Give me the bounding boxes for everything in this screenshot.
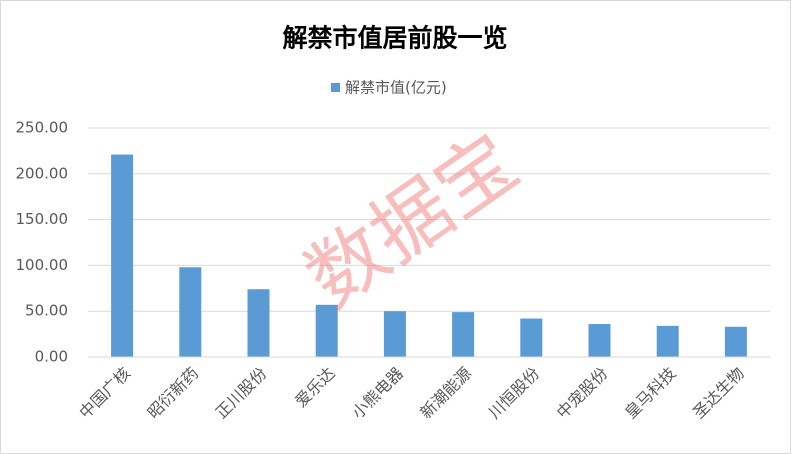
- bar: [452, 312, 475, 357]
- y-tick-label: 200.00: [16, 164, 69, 182]
- legend-swatch: [331, 83, 340, 92]
- y-tick-label: 0.00: [35, 348, 68, 366]
- y-tick-label: 150.00: [16, 210, 69, 228]
- bar: [111, 154, 134, 357]
- bar: [724, 326, 747, 357]
- bar: [520, 318, 543, 357]
- bar: [588, 324, 611, 357]
- y-tick-label: 50.00: [25, 302, 68, 320]
- bar: [656, 325, 679, 357]
- bar: [315, 304, 338, 357]
- legend-label: 解禁市值(亿元): [345, 79, 447, 97]
- y-tick-label: 100.00: [16, 256, 69, 274]
- bar: [179, 267, 202, 357]
- chart-title: 解禁市值居前股一览: [282, 24, 507, 53]
- bar: [247, 289, 270, 357]
- y-tick-label: 250.00: [16, 119, 69, 137]
- bar: [383, 311, 406, 357]
